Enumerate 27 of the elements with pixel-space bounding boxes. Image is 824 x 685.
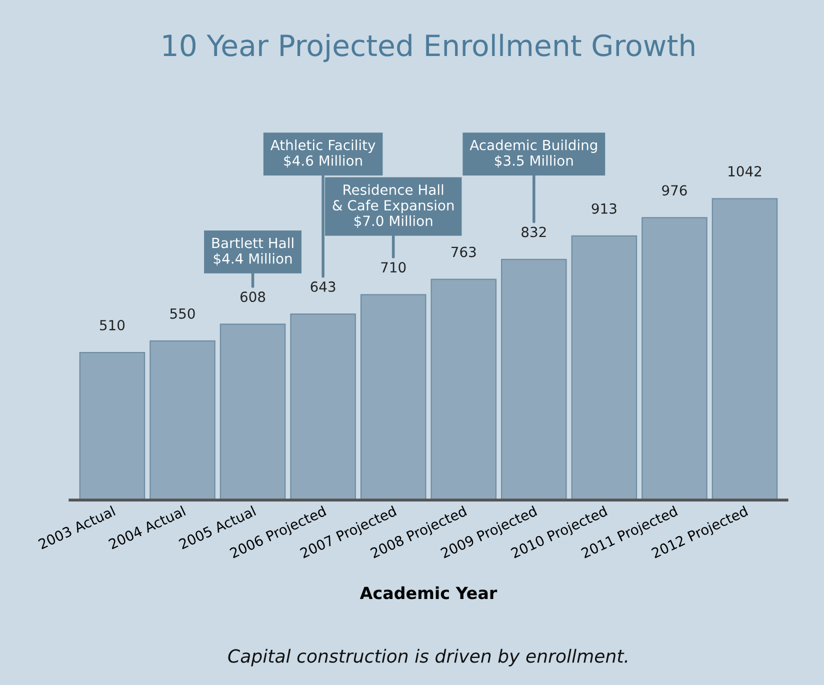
data-label: 710 bbox=[381, 262, 406, 273]
text: Academic Building $3.5 Million bbox=[470, 140, 597, 168]
text: Athletic Facility $4.6 Million bbox=[270, 140, 376, 168]
data-label: 510 bbox=[100, 320, 125, 330]
data-label: 913 bbox=[592, 203, 616, 214]
data-label: 1042 bbox=[728, 166, 762, 177]
x-axis-title: Academic Year bbox=[360, 586, 498, 600]
bar bbox=[430, 278, 497, 500]
bar bbox=[79, 352, 146, 500]
data-label: 832 bbox=[522, 226, 546, 238]
data-label: 976 bbox=[662, 185, 687, 196]
annotation: Residence Hall & Cafe Expansion $7.0 Million bbox=[332, 184, 454, 228]
bar bbox=[150, 340, 216, 500]
data-label: 608 bbox=[240, 292, 266, 302]
bar bbox=[501, 258, 567, 500]
data-label: 763 bbox=[452, 246, 476, 258]
text: Capital construction is driven by enrollment. bbox=[228, 648, 628, 666]
data-label: 643 bbox=[310, 281, 336, 292]
data-label: 550 bbox=[170, 308, 195, 319]
annotation: Bartlett Hall $4.4 Million bbox=[212, 237, 294, 266]
bar bbox=[712, 198, 778, 500]
bar bbox=[290, 314, 356, 500]
bar bbox=[220, 324, 286, 500]
bar bbox=[360, 294, 426, 500]
chart-title: 10 Year Projected Enrollment Growth bbox=[164, 34, 694, 62]
bar bbox=[642, 217, 708, 500]
bar bbox=[571, 235, 638, 500]
